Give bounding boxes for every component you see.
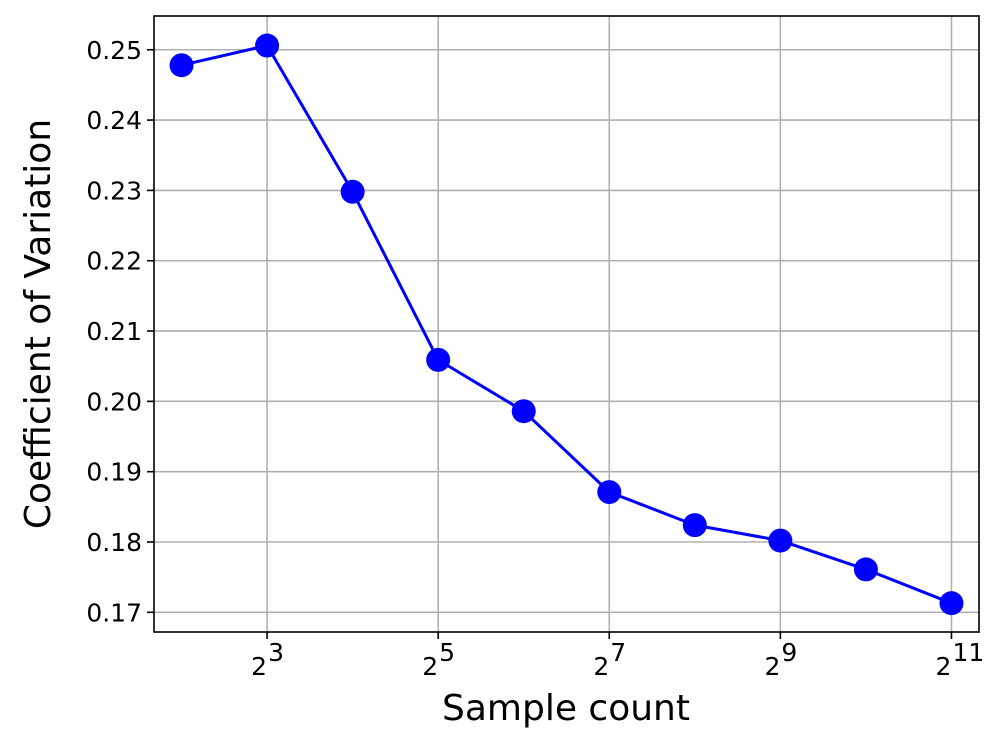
y-tick-label: 0.18 [86, 528, 142, 557]
data-point [511, 399, 536, 424]
x-axis-title: Sample count [442, 688, 690, 729]
x-tick-label-exponent: 9 [781, 638, 797, 667]
y-tick-label: 0.24 [86, 106, 142, 135]
y-tick-label: 0.21 [86, 317, 142, 346]
data-point [426, 347, 451, 372]
x-tick-label-base: 2 [422, 652, 438, 681]
x-tick-label-exponent: 5 [439, 638, 455, 667]
y-tick-label: 0.22 [86, 247, 142, 276]
y-tick-label: 0.23 [86, 176, 142, 205]
y-tick-label: 0.25 [86, 36, 142, 65]
x-tick-label-exponent: 11 [952, 638, 984, 667]
y-tick-label: 0.17 [86, 598, 142, 627]
series-layer [169, 33, 964, 616]
x-tick-label: 2 11 [936, 638, 985, 681]
x-tick-label-base: 2 [936, 652, 952, 681]
data-point [682, 513, 707, 538]
x-tick-label-base: 2 [764, 652, 780, 681]
data-point [853, 557, 878, 582]
data-point [340, 179, 365, 204]
x-tick-label-exponent: 7 [610, 638, 626, 667]
x-tick-label-exponent: 3 [268, 638, 284, 667]
y-tick-label: 0.19 [86, 458, 142, 487]
y-axis-ticks: 0.17 0.18 0.19 0.20 0.21 0.22 0.23 0.24 0.25 [86, 36, 154, 627]
y-tick-label: 0.20 [86, 387, 142, 416]
y-axis-title: Coefficient of Variation [18, 119, 59, 529]
x-tick-label-base: 2 [251, 652, 267, 681]
grid-lines [154, 16, 979, 632]
x-axis-ticks: 2 3 2 5 2 7 2 9 2 11 [251, 632, 984, 681]
data-point [939, 591, 964, 616]
data-point [169, 53, 194, 78]
data-point [768, 528, 793, 553]
plot-frame [153, 15, 980, 633]
data-point [597, 480, 622, 505]
series-line [181, 44, 953, 605]
x-tick-label-base: 2 [593, 652, 609, 681]
data-point [255, 33, 280, 58]
